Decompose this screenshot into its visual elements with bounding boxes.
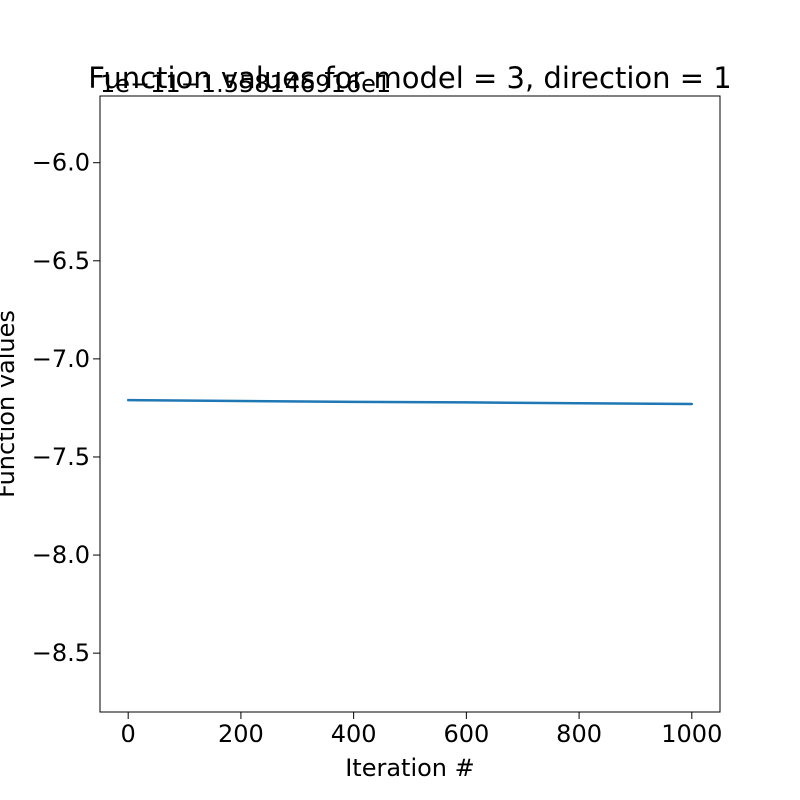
x-axis-label: Iteration # [345, 754, 475, 782]
chart-title: Function values for model = 3, direction… [88, 61, 731, 95]
y-tick-label: −8.5 [32, 639, 90, 667]
series-layer [126, 398, 694, 406]
x-tick-label: 1000 [661, 720, 722, 748]
y-tick-label: −6.0 [32, 149, 90, 177]
x-tick-label: 400 [331, 720, 377, 748]
y-tick-label: −7.5 [32, 443, 90, 471]
x-axis: 0 200 400 600 800 1000 [121, 712, 722, 748]
y-axis-label: Function values [0, 310, 20, 498]
x-tick-label: 0 [121, 720, 136, 748]
y-tick-label: −8.0 [32, 541, 90, 569]
x-tick-label: 800 [556, 720, 602, 748]
y-tick-label: −7.0 [32, 345, 90, 373]
x-tick-label: 200 [218, 720, 264, 748]
y-axis: −6.0 −6.5 −7.0 −7.5 −8.0 −8.5 [32, 149, 100, 667]
x-tick-label: 600 [443, 720, 489, 748]
axis-offset-label: 1e−11−1.558146916e1 [100, 70, 391, 98]
series-line [126, 398, 694, 406]
y-tick-label: −6.5 [32, 247, 90, 275]
